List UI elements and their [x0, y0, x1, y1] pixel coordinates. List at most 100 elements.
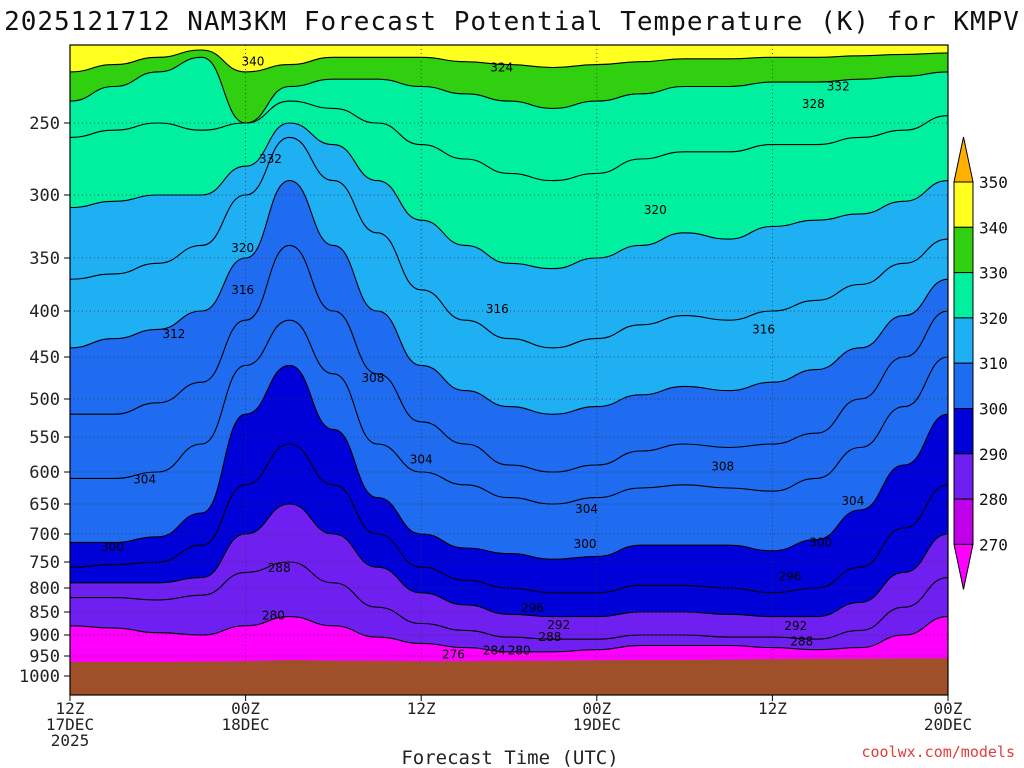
colorbar-label: 290 [979, 445, 1008, 464]
isentrope-312 [70, 180, 948, 415]
colorbar-label: 330 [979, 264, 1008, 283]
contour-label: 280 [262, 609, 285, 623]
contour-label: 320 [644, 203, 667, 217]
isentrope-316 [70, 136, 948, 349]
x-tick-label: 12Z [407, 699, 436, 718]
isentrope-332 [70, 56, 948, 124]
colorbar-segment [953, 226, 974, 274]
contour-label: 280 [508, 644, 531, 658]
contour-label: 288 [539, 630, 562, 644]
contour-label: 300 [101, 540, 124, 554]
contour-label: 300 [809, 535, 832, 549]
colorbar-segment [953, 317, 974, 364]
y-tick-label: 700 [29, 525, 60, 545]
y-tick-label: 450 [29, 348, 60, 368]
contour-label: 304 [410, 452, 433, 466]
contour-label: 308 [361, 371, 384, 385]
x-tick-label: 20DEC [924, 715, 972, 734]
isentrope-lines [70, 49, 948, 653]
y-tick-label: 950 [29, 647, 60, 667]
isentrope-292 [70, 503, 948, 618]
chart-title: 2025121712 NAM3KM Forecast Potential Tem… [4, 7, 1020, 37]
contour-label: 288 [268, 561, 291, 575]
colorbar-segment [953, 272, 974, 319]
contour-label: 332 [827, 80, 850, 94]
colorbar-top-arrow [953, 136, 974, 183]
plot-frame [69, 44, 949, 696]
contour-label: 304 [575, 502, 598, 516]
x-tick-label: 00Z [231, 699, 260, 718]
x-tick-label: 00Z [582, 699, 611, 718]
colorbar-label: 310 [979, 354, 1008, 373]
y-tick-label: 550 [29, 428, 60, 448]
x-tick-label: 12Z [758, 699, 787, 718]
isentrope-340 [70, 49, 948, 73]
isentrope-304 [70, 319, 948, 505]
y-tick-label: 400 [29, 302, 60, 322]
colorbar-label: 280 [979, 490, 1008, 509]
x-tick-label: 18DEC [222, 715, 270, 734]
colorbar: 270 280 290 300 310 320 330 340 350 [953, 136, 1008, 590]
y-tick-label: 850 [29, 603, 60, 623]
isentrope-288 [70, 561, 948, 640]
y-tick-label: 250 [29, 114, 60, 134]
y-axis-ticks: 250 300 350 400 450 500 550 600 650 700 750 800 850 9… [19, 114, 70, 687]
colorbar-label: 320 [979, 309, 1008, 328]
x-tick-label: 19DEC [573, 715, 621, 734]
contour-label: 304 [133, 473, 156, 487]
y-tick-label: 900 [29, 626, 60, 646]
colorbar-label: 300 [979, 400, 1008, 419]
temperature-bands [70, 45, 948, 652]
isentrope-308 [70, 244, 948, 473]
contour-label: 316 [752, 322, 775, 336]
y-tick-label: 1000 [19, 667, 60, 687]
colorbar-segment [953, 453, 974, 500]
x-tick-label: 00Z [934, 699, 963, 718]
credit-text: coolwx.com/models [861, 743, 1015, 761]
isentrope-280 [70, 616, 948, 653]
isentrope-300 [70, 364, 948, 560]
colorbar-segment [953, 408, 974, 455]
contour-label: 292 [784, 619, 807, 633]
contour-label: 300 [574, 537, 597, 551]
contour-label: 312 [162, 327, 185, 341]
y-tick-label: 650 [29, 495, 60, 515]
contour-label: 276 [442, 648, 465, 662]
contour-label: 328 [802, 97, 825, 111]
y-tick-label: 350 [29, 249, 60, 269]
x-tick-label: 17DEC [46, 715, 94, 734]
contour-label: 316 [231, 283, 254, 297]
contour-label: 320 [231, 241, 254, 255]
contour-label: 304 [841, 494, 864, 508]
y-tick-label: 500 [29, 390, 60, 410]
contour-label: 316 [486, 302, 509, 316]
colorbar-segment [953, 362, 974, 410]
contour-label: 296 [521, 601, 544, 615]
colorbar-segment [953, 498, 974, 545]
y-tick-label: 750 [29, 553, 60, 573]
colorbar-label: 340 [979, 218, 1008, 237]
x-axis-label: Forecast Time (UTC) [401, 747, 618, 768]
contour-label: 288 [790, 634, 813, 648]
colorbar-bottom-arrow [953, 543, 974, 590]
contour-label: 324 [490, 61, 513, 75]
x-tick-label: 2025 [51, 731, 90, 750]
contour-label: 332 [259, 152, 282, 166]
colorbar-label: 270 [979, 535, 1008, 554]
colorbar-segment [953, 181, 974, 228]
y-tick-label: 300 [29, 186, 60, 206]
contour-label: 308 [711, 459, 734, 473]
contour-label: 292 [547, 618, 570, 632]
band-340 [70, 45, 948, 72]
isentrope-296 [70, 443, 948, 594]
y-tick-label: 600 [29, 463, 60, 483]
contour-label: 284 [483, 644, 506, 658]
y-tick-label: 800 [29, 579, 60, 599]
colorbar-label: 350 [979, 173, 1008, 192]
isentrope-320 [70, 122, 948, 270]
ground-surface [70, 658, 948, 695]
isentrope-324 [70, 100, 948, 182]
